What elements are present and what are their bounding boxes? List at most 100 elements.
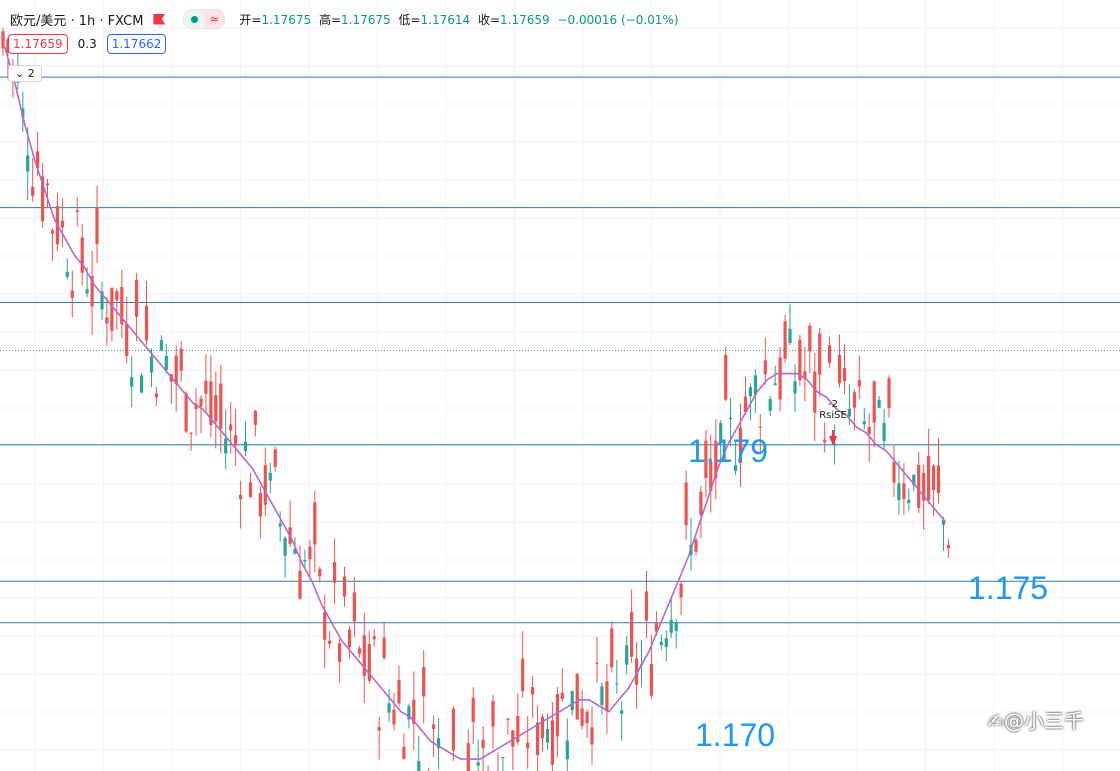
ohlc-high-value: 1.17675 (341, 12, 391, 27)
candle-body (555, 693, 559, 737)
candle-body (763, 360, 767, 375)
candle-body (704, 440, 708, 478)
candle-body (491, 700, 495, 727)
candle-body (936, 465, 941, 493)
indicator-toggle-button[interactable]: ⌄ 2 (8, 65, 42, 82)
candle-body (684, 482, 688, 526)
candle-body (699, 491, 703, 515)
candle-body (219, 383, 223, 429)
buy-price-button[interactable]: 1.17662 (106, 34, 167, 54)
candle-body (630, 612, 634, 657)
ohlc-open-label: 开= (239, 12, 262, 27)
candle-body (85, 289, 89, 294)
candle-body (536, 722, 540, 755)
candle-body (268, 472, 272, 481)
candle-body (664, 638, 668, 647)
ohlc-close-label: 收= (477, 12, 501, 27)
candle-body (476, 762, 480, 766)
candle-body (214, 395, 218, 422)
signal-label: -2 RsiSE (813, 399, 853, 421)
candle-body (833, 443, 837, 445)
candle-body (580, 708, 584, 726)
candle-body (595, 662, 599, 664)
candle-body (862, 421, 866, 425)
candle-body (179, 348, 183, 371)
candle-body (248, 482, 253, 497)
candle-body (239, 494, 243, 500)
candle-body (823, 439, 827, 443)
candle-body (471, 697, 475, 723)
candle-body (912, 474, 916, 486)
candle-body (377, 727, 381, 731)
candle-body (382, 637, 386, 659)
candle-body (625, 645, 629, 665)
signal-name: RsiSE (819, 410, 847, 421)
candle-body (234, 435, 238, 445)
candle-body (669, 620, 673, 633)
ohlc-low-value: 1.17614 (420, 12, 471, 27)
candle-body (758, 426, 762, 428)
candle-body (417, 761, 421, 771)
candle-body (31, 186, 35, 197)
candle-body (803, 371, 807, 379)
candle-body (516, 716, 520, 743)
candle-body (224, 438, 228, 454)
candle-body (298, 570, 302, 599)
candle-body (372, 636, 376, 640)
market-status-pill[interactable]: ≈ (183, 9, 226, 29)
candle-body (278, 523, 282, 527)
candle-body (422, 667, 426, 697)
candle-body (1, 31, 5, 49)
candle-body (798, 339, 802, 381)
candle-body (338, 643, 342, 662)
candle-body (204, 380, 208, 394)
candle-body (857, 379, 861, 387)
candle-body (352, 592, 356, 622)
candle-body (902, 483, 906, 500)
sell-price-button[interactable]: 1.17659 (8, 34, 68, 54)
candle-body (644, 591, 649, 621)
candle-body (867, 426, 871, 435)
candle-body (333, 562, 337, 583)
candle-body (590, 727, 594, 745)
candle-body (159, 340, 163, 351)
candle-body (174, 355, 178, 385)
candle-body (521, 658, 525, 692)
candle-body (164, 355, 168, 370)
candle-body (941, 519, 946, 525)
candle-body (506, 718, 510, 721)
ohlc-close-value: 1.17659 (500, 12, 550, 27)
candle-body (437, 738, 441, 749)
candle-body (189, 432, 193, 434)
candle-body (293, 548, 297, 554)
candle-body (120, 287, 124, 325)
candle-body (432, 724, 436, 729)
candle-body (194, 403, 198, 410)
candle-body (308, 546, 312, 560)
candle-body (714, 440, 718, 479)
candle-body (95, 207, 99, 245)
candle-body (907, 499, 911, 504)
candle-body (50, 230, 55, 234)
candle-body (402, 746, 406, 760)
candle-body (729, 417, 733, 420)
candle-body (892, 461, 896, 483)
candle-body (837, 354, 842, 384)
candle-body (654, 622, 658, 632)
candle-body (620, 710, 624, 714)
candle-body (560, 692, 564, 700)
candle-body (125, 323, 129, 356)
flag-icon[interactable] (153, 13, 166, 25)
candle-body (273, 449, 277, 467)
candle-body (184, 393, 188, 432)
candle-body (36, 151, 40, 168)
candle-body (932, 465, 936, 491)
candle-body (615, 683, 619, 685)
symbol-title[interactable]: 欧元/美元 · 1h · FXCM (10, 13, 144, 29)
candle-body (70, 290, 74, 298)
candle-body (45, 183, 50, 186)
quote-row: 1.17659 0.3 1.17662 (8, 34, 167, 54)
candle-body (60, 220, 64, 228)
candle-body (813, 371, 817, 413)
